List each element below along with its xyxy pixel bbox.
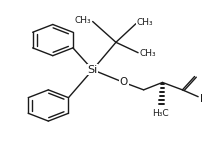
Text: Si: Si xyxy=(88,65,98,75)
Text: CH₃: CH₃ xyxy=(137,18,154,27)
Text: I: I xyxy=(200,94,203,104)
Text: H₃C: H₃C xyxy=(152,109,169,118)
Text: O: O xyxy=(120,77,128,87)
Text: CH₃: CH₃ xyxy=(75,15,92,24)
Text: CH₃: CH₃ xyxy=(140,49,157,58)
